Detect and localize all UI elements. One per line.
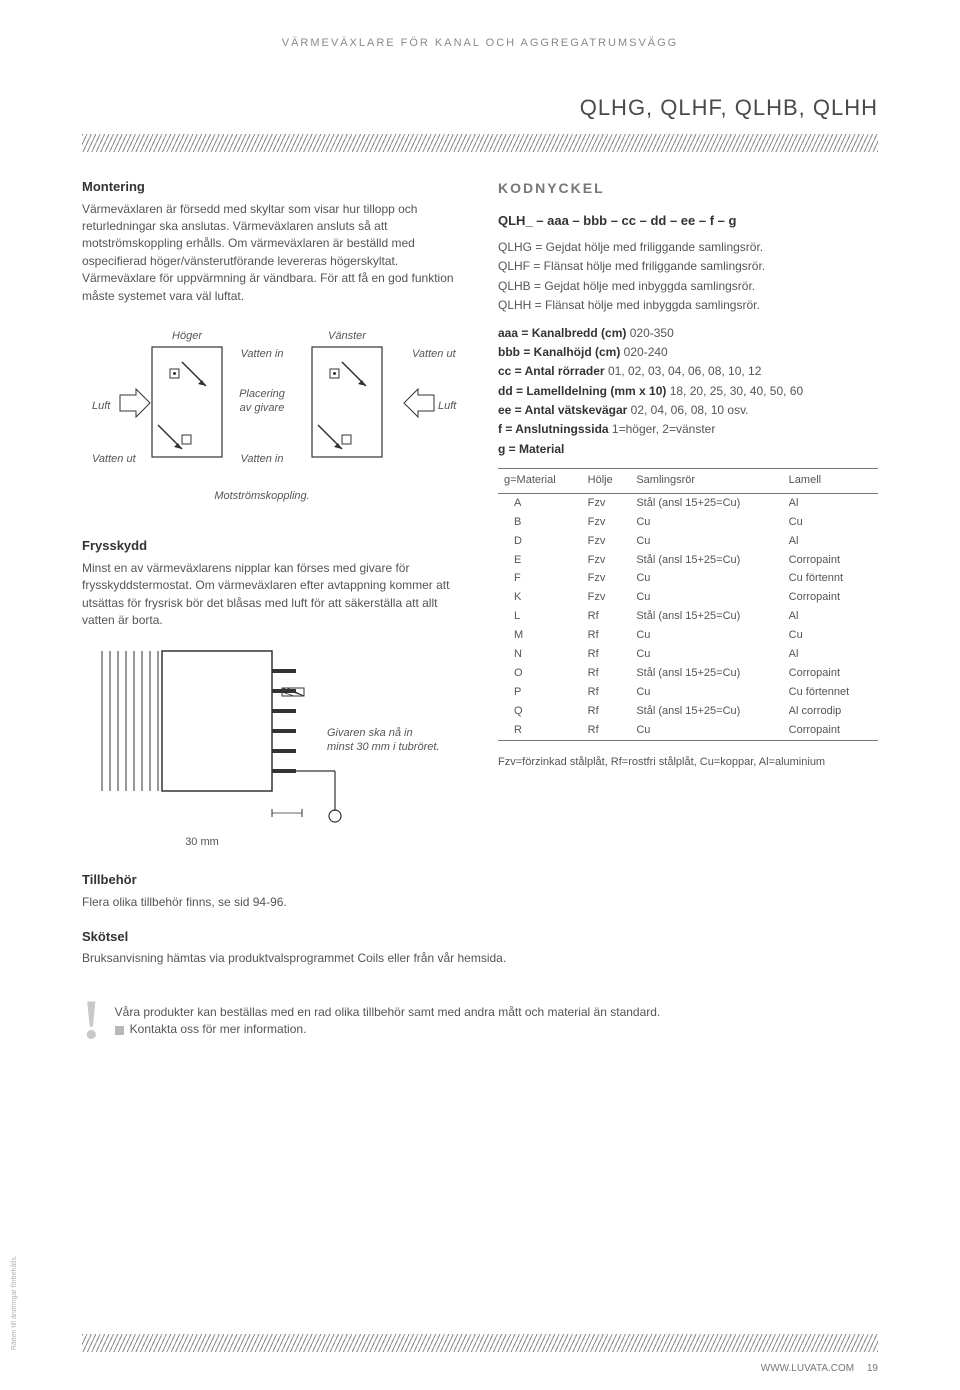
sensor-note-line2: minst 30 mm i tubröret. bbox=[327, 741, 439, 753]
kodnyckel-title: KODNYCKEL bbox=[498, 178, 878, 198]
left-column: Montering Värmeväxlaren är försedd med s… bbox=[82, 178, 462, 852]
frost-body: Minst en av värmeväxlarens nipplar kan f… bbox=[82, 560, 462, 630]
table-row: PRfCuCu förtennet bbox=[498, 684, 878, 703]
code-f: f = Anslutningssida 1=höger, 2=vänster bbox=[498, 421, 878, 438]
code-dd: dd = Lamelldelning (mm x 10) 18, 20, 25,… bbox=[498, 383, 878, 400]
th-3: Lamell bbox=[783, 469, 878, 494]
table-row: ORfStål (ansl 15+25=Cu)Corropaint bbox=[498, 665, 878, 684]
side-note: Rätten till ändringar förbehålls. bbox=[10, 1255, 20, 1350]
code-qlhh: QLHH = Flänsat hölje med inbyggda samlin… bbox=[498, 297, 878, 314]
table-row: EFzvStål (ansl 15+25=Cu)Corropaint bbox=[498, 551, 878, 570]
content-columns: Montering Värmeväxlaren är försedd med s… bbox=[0, 152, 960, 852]
code-bbb: bbb = Kanalhöjd (cm) 020-240 bbox=[498, 344, 878, 361]
label-vatten-in-top: Vatten in bbox=[240, 348, 283, 360]
code-qlhg: QLHG = Gejdat hölje med friliggande saml… bbox=[498, 239, 878, 256]
code-qlhf: QLHF = Flänsat hölje med friliggande sam… bbox=[498, 258, 878, 275]
lower-sections: Tillbehör Flera olika tillbehör finns, s… bbox=[0, 851, 960, 1042]
table-row: KFzvCuCorropaint bbox=[498, 589, 878, 608]
label-hoger: Höger bbox=[172, 330, 203, 342]
skotsel-body: Bruksanvisning hämtas via produktvalspro… bbox=[82, 950, 878, 967]
dim-30mm: 30 mm bbox=[82, 835, 322, 851]
code-aaa: aaa = Kanalbredd (cm) 020-350 bbox=[498, 325, 878, 342]
table-row: MRfCuCu bbox=[498, 627, 878, 646]
square-bullet-icon bbox=[115, 1026, 124, 1035]
skotsel-title: Skötsel bbox=[82, 928, 878, 947]
page-header: VÄRMEVÄXLARE FÖR KANAL OCH AGGREGATRUMSV… bbox=[0, 0, 960, 52]
code-qlhb: QLHB = Gejdat hölje med inbyggda samling… bbox=[498, 278, 878, 295]
label-vanster: Vänster bbox=[328, 330, 367, 342]
hatch-top bbox=[82, 134, 878, 152]
footer-page: 19 bbox=[867, 1363, 878, 1374]
table-row: QRfStål (ansl 15+25=Cu)Al corrodip bbox=[498, 703, 878, 722]
th-2: Samlingsrör bbox=[630, 469, 782, 494]
code-ee: ee = Antal vätskevägar 02, 04, 06, 08, 1… bbox=[498, 402, 878, 419]
exclamation-text: Våra produkter kan beställas med en rad … bbox=[115, 998, 661, 1039]
table-row: NRfCuAl bbox=[498, 646, 878, 665]
label-luft-left: Luft bbox=[92, 400, 111, 412]
right-column: KODNYCKEL QLH_ – aaa – bbb – cc – dd – e… bbox=[498, 178, 878, 852]
th-1: Hölje bbox=[582, 469, 631, 494]
diagram1-caption: Motströmskoppling. bbox=[214, 490, 309, 502]
table-row: LRfStål (ansl 15+25=Cu)Al bbox=[498, 608, 878, 627]
code-g: g = Material bbox=[498, 441, 878, 458]
frost-title: Frysskydd bbox=[82, 537, 462, 556]
table-row: RRfCuCorropaint bbox=[498, 721, 878, 740]
code-formula: QLH_ – aaa – bbb – cc – dd – ee – f – g bbox=[498, 212, 878, 231]
tillbehor-body: Flera olika tillbehör finns, se sid 94-9… bbox=[82, 894, 878, 911]
label-placering2: av givare bbox=[240, 402, 285, 414]
table-row: BFzvCuCu bbox=[498, 513, 878, 532]
material-caption: Fzv=förzinkad stålplåt, Rf=rostfri stålp… bbox=[498, 755, 878, 771]
label-vatten-ut-bot: Vatten ut bbox=[92, 453, 137, 465]
footer: WWW.LUVATA.COM 19 bbox=[761, 1362, 878, 1377]
table-row: DFzvCuAl bbox=[498, 532, 878, 551]
page-title: QLHG, QLHF, QLHB, QLHH bbox=[0, 52, 960, 134]
label-vatten-in-bot: Vatten in bbox=[240, 453, 283, 465]
table-row: AFzvStål (ansl 15+25=Cu)Al bbox=[498, 494, 878, 513]
mounting-body: Värmeväxlaren är försedd med skyltar som… bbox=[82, 201, 462, 305]
label-placering1: Placering bbox=[239, 388, 286, 400]
table-row: FFzvCuCu förtennt bbox=[498, 570, 878, 589]
label-vatten-ut-top: Vatten ut bbox=[412, 348, 457, 360]
sensor-diagram: Givaren ska nå in minst 30 mm i tubröret… bbox=[82, 641, 462, 831]
label-luft-right: Luft bbox=[438, 400, 457, 412]
exclamation-note: ! Våra produkter kan beställas med en ra… bbox=[82, 998, 878, 1043]
excl-line2: Kontakta oss för mer information. bbox=[130, 1022, 307, 1036]
counterflow-diagram: Höger Vänster Vatten in Vatten ut bbox=[82, 317, 462, 517]
material-table: g=Material Hölje Samlingsrör Lamell AFzv… bbox=[498, 468, 878, 749]
hatch-bottom bbox=[82, 1334, 878, 1352]
exclamation-icon: ! bbox=[82, 998, 101, 1043]
code-cc: cc = Antal rörrader 01, 02, 03, 04, 06, … bbox=[498, 363, 878, 380]
sensor-note-line1: Givaren ska nå in bbox=[327, 727, 413, 739]
tillbehor-title: Tillbehör bbox=[82, 871, 878, 890]
mounting-title: Montering bbox=[82, 178, 462, 197]
excl-line1: Våra produkter kan beställas med en rad … bbox=[115, 1004, 661, 1021]
th-0: g=Material bbox=[498, 469, 582, 494]
footer-url: WWW.LUVATA.COM bbox=[761, 1363, 854, 1374]
